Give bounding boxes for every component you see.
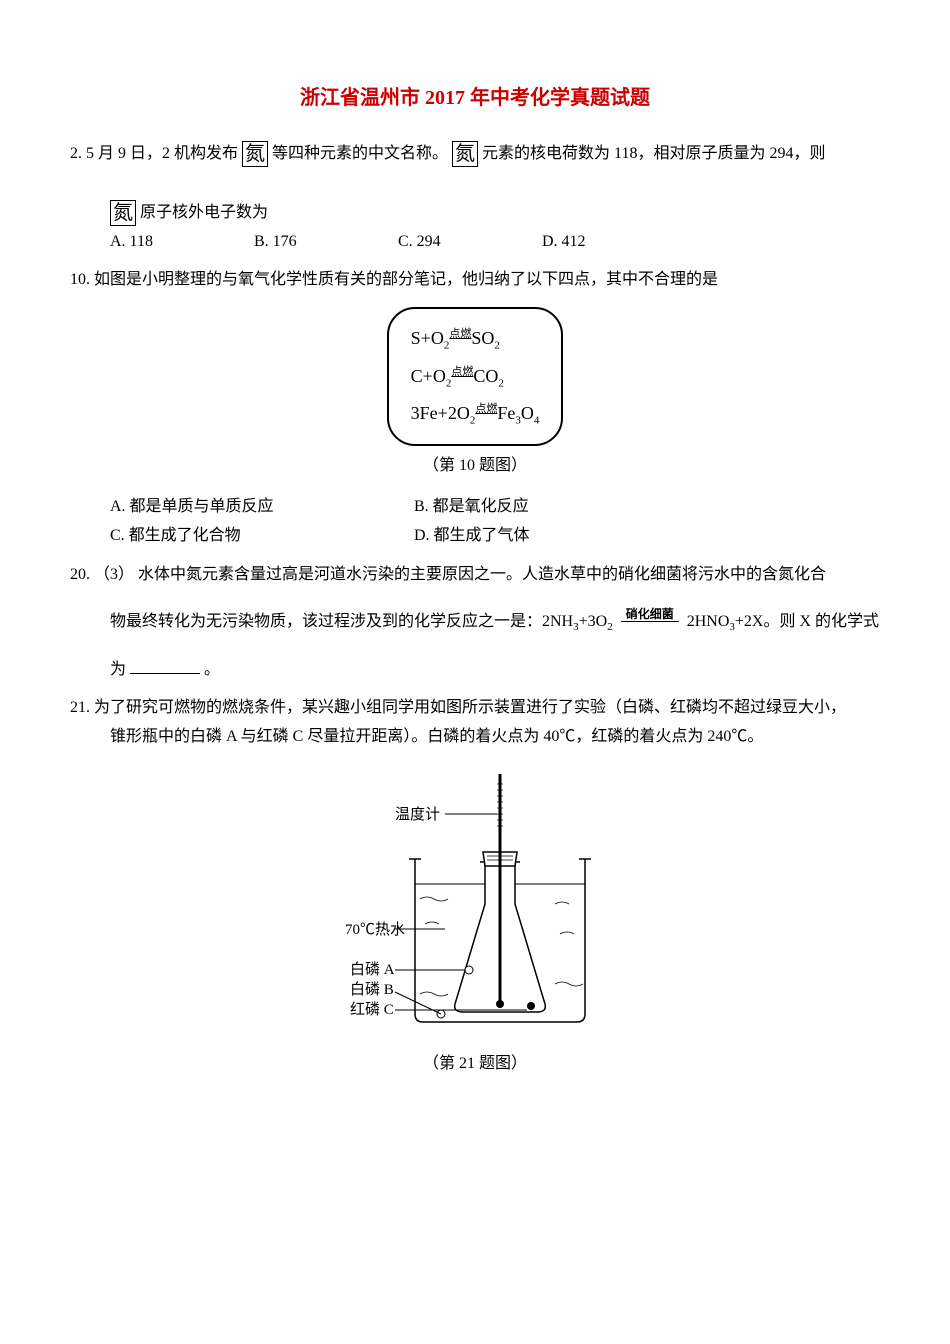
q2-opt-b: B. 176: [254, 228, 394, 257]
q20-arrow: 硝化细菌: [621, 621, 679, 622]
eq1-sub1: 2: [444, 340, 450, 352]
q20-blank: [130, 659, 200, 674]
q2-char-1: 氮: [242, 141, 268, 167]
eq1-sub2: 2: [494, 340, 500, 352]
q20-line3-end: 。: [204, 661, 220, 678]
eq3-cond: 点燃: [475, 403, 497, 415]
q10-num: 10.: [70, 271, 90, 288]
eq2-lhs: C+O: [411, 366, 446, 386]
eq3-lhs: 3Fe+2O: [411, 403, 470, 423]
q10-eq2: C+O2点燃CO2: [411, 360, 540, 394]
q20-sub-o2: 2: [607, 621, 613, 633]
q20-line1: 水体中氮元素含量过高是河道水污染的主要原因之一。人造水草中的硝化细菌将污水中的含…: [138, 566, 826, 583]
eq1-rhs: SO: [471, 328, 494, 348]
eq3-rhs2: O: [521, 403, 534, 423]
q10-text: 如图是小明整理的与氧气化学性质有关的部分笔记，他归纳了以下四点，其中不合理的是: [94, 271, 718, 288]
q20-subnum: （3）: [94, 566, 134, 583]
q21-label-c: 红磷 C: [350, 1001, 394, 1018]
eq1-cond: 点燃: [449, 328, 471, 340]
q21-label-b: 白磷 B: [350, 981, 394, 998]
q2-opt-c: C. 294: [398, 228, 538, 257]
q2-mid1: 等四种元素的中文名称。: [272, 145, 448, 162]
q2-char-3: 氮: [110, 200, 136, 226]
q2-line2-suffix: 原子核外电子数为: [140, 204, 268, 221]
q10-eq1: S+O2点燃SO2: [411, 322, 540, 356]
eq2-cond: 点燃: [451, 366, 473, 378]
q21-label-thermometer: 温度计: [395, 806, 440, 823]
question-21: 21. 为了研究可燃物的燃烧条件，某兴趣小组同学用如图所示装置进行了实验（白磷、…: [70, 694, 880, 1078]
q21-num: 21.: [70, 699, 90, 716]
q10-opt-b: B. 都是氧化反应: [414, 493, 674, 522]
q21-label-a: 白磷 A: [350, 961, 395, 978]
eq3-sub3: 4: [534, 415, 540, 427]
q20-line3: 为: [110, 661, 126, 678]
q21-line1: 为了研究可燃物的燃烧条件，某兴趣小组同学用如图所示装置进行了实验（白磷、红磷均不…: [94, 699, 846, 716]
q20-arrow-label: 硝化细菌: [621, 604, 679, 626]
question-2: 2. 5 月 9 日，2 机构发布 氮 等四种元素的中文名称。 氮 元素的核电荷…: [70, 140, 880, 256]
q2-num: 2.: [70, 145, 82, 162]
q10-figure: S+O2点燃SO2 C+O2点燃CO2 3Fe+2O2点燃Fe3O4 （第 10…: [70, 307, 880, 481]
eq2-rhs: CO: [473, 366, 498, 386]
eq3-sub1: 2: [470, 415, 476, 427]
q10-opt-d: D. 都生成了气体: [414, 522, 674, 551]
q2-prefix: 5 月 9 日，2 机构发布: [86, 145, 238, 162]
q2-opt-a: A. 118: [110, 228, 250, 257]
q10-caption: （第 10 题图）: [70, 452, 880, 481]
exam-title: 浙江省温州市 2017 年中考化学真题试题: [70, 80, 880, 116]
q21-label-water: 70℃热水: [345, 921, 405, 938]
q20-line2-pre: 物最终转化为无污染物质，该过程涉及到的化学反应之一是：2NH: [110, 613, 573, 630]
q21-caption: （第 21 题图）: [345, 1050, 605, 1079]
q2-opt-d: D. 412: [542, 228, 682, 257]
q21-figure: 温度计 70℃热水 白磷 A 白磷 B 红磷 C （第 21 题图）: [70, 764, 880, 1079]
q10-eq3: 3Fe+2O2点燃Fe3O4: [411, 397, 540, 431]
eq3-rhs: Fe: [497, 403, 515, 423]
q10-opt-c: C. 都生成了化合物: [110, 522, 410, 551]
eq2-sub1: 2: [446, 377, 452, 389]
q20-plus1: +3O: [579, 613, 608, 630]
q21-line2: 锥形瓶中的白磷 A 与红磷 C 尽量拉开距离）。白磷的着火点为 40℃，红磷的着…: [110, 728, 763, 745]
q10-equation-box: S+O2点燃SO2 C+O2点燃CO2 3Fe+2O2点燃Fe3O4: [387, 307, 564, 446]
q20-rhs: 2HNO: [687, 613, 730, 630]
eq2-sub2: 2: [498, 377, 504, 389]
question-20: 20. （3） 水体中氮元素含量过高是河道水污染的主要原因之一。人造水草中的硝化…: [70, 561, 880, 685]
q20-num: 20.: [70, 566, 90, 583]
q10-opt-a: A. 都是单质与单质反应: [110, 493, 410, 522]
q20-plus2: +2X。则 X 的化学式: [735, 613, 879, 630]
eq1-lhs: S+O: [411, 328, 444, 348]
q21-apparatus-svg: 温度计 70℃热水 白磷 A 白磷 B 红磷 C: [345, 764, 605, 1044]
question-10: 10. 如图是小明整理的与氧气化学性质有关的部分笔记，他归纳了以下四点，其中不合…: [70, 266, 880, 550]
q2-mid2: 元素的核电荷数为 118，相对原子质量为 294，则: [482, 145, 825, 162]
q2-char-2: 氮: [452, 141, 478, 167]
